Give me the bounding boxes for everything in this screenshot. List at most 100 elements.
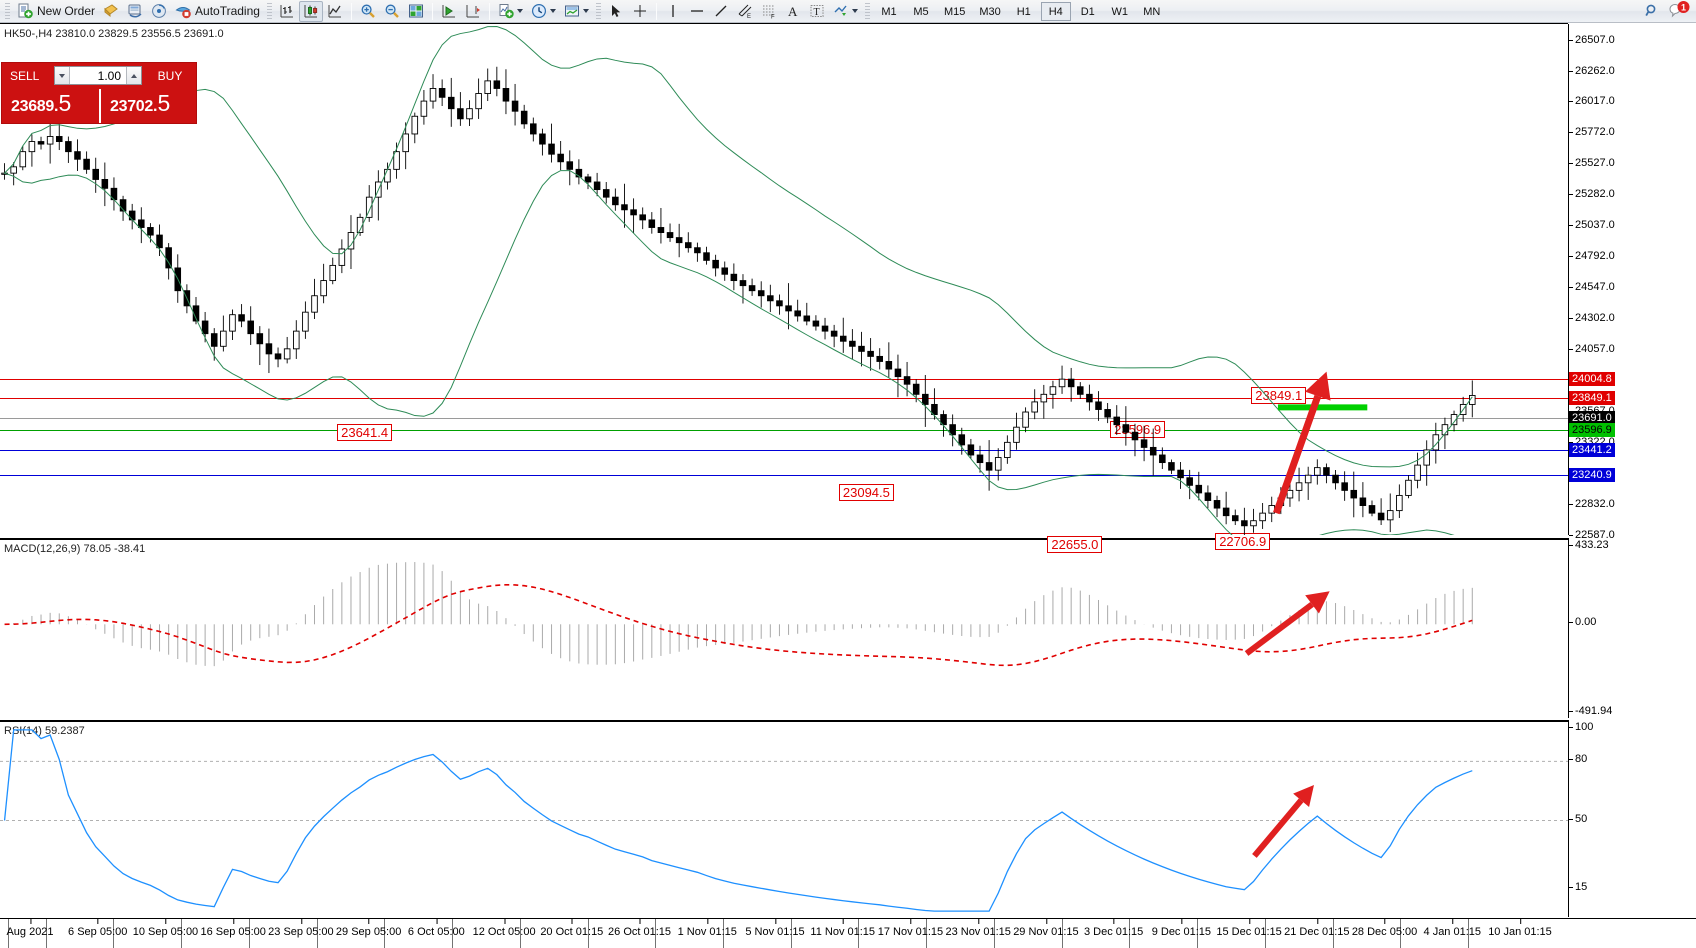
- one-click-trading-panel[interactable]: SELL 1.00 BUY 23689 . 5 23702 . 5: [1, 62, 197, 124]
- price-level-badge[interactable]: 23691.0: [1569, 411, 1615, 426]
- buy-button[interactable]: 23702 . 5: [99, 89, 196, 123]
- toolbar-grip-3[interactable]: [595, 2, 601, 20]
- timeframe-h1[interactable]: H1: [1016, 5, 1031, 18]
- shapes-caret-icon[interactable]: [851, 9, 858, 13]
- toolbar-grip-4[interactable]: [864, 2, 870, 20]
- timeframe-w1[interactable]: W1: [1111, 5, 1129, 18]
- new-order-button[interactable]: New Order: [13, 1, 99, 22]
- templates-button[interactable]: [560, 1, 593, 22]
- timeframe-m1[interactable]: M1: [881, 5, 897, 18]
- horizontal-line-icon: [689, 3, 705, 19]
- price-level-line[interactable]: [0, 430, 1568, 432]
- chart-annotation-label[interactable]: 23094.5: [838, 483, 894, 501]
- chart-annotation-label[interactable]: 23596.9: [1110, 420, 1166, 438]
- timeframe-m15[interactable]: M15: [943, 5, 966, 18]
- time-tick-separator: [1264, 919, 1266, 948]
- time-tick-separator: [1129, 919, 1131, 948]
- alerts-icon[interactable]: 1: [1668, 1, 1690, 21]
- timeframe-mn[interactable]: MN: [1143, 5, 1161, 18]
- rsi-axis[interactable]: 100 80 50 15: [1568, 720, 1696, 917]
- time-tick-separator: [723, 919, 724, 948]
- volume-stepper[interactable]: 1.00: [54, 66, 142, 85]
- data-window-icon: [103, 3, 119, 19]
- line-chart-button[interactable]: [323, 1, 347, 22]
- fibonacci-button[interactable]: F: [757, 1, 781, 22]
- navigator-button[interactable]: [147, 1, 171, 22]
- toolbar-grip[interactable]: [5, 2, 10, 20]
- price-level-line[interactable]: [0, 378, 1568, 380]
- sell-price-fraction: 5: [58, 90, 72, 116]
- cursor-button[interactable]: [604, 1, 628, 22]
- search-icon[interactable]: [1644, 3, 1660, 19]
- price-level-badge[interactable]: 23441.2: [1569, 443, 1615, 458]
- bar-chart-button[interactable]: [275, 1, 299, 22]
- text-button[interactable]: A: [781, 1, 805, 22]
- macd-tick: -491.94: [1568, 705, 1613, 717]
- macd-legend: MACD(12,26,9) 78.05 -38.41: [4, 543, 146, 555]
- periods-caret-icon[interactable]: [549, 9, 556, 13]
- rsi-panel[interactable]: RSI(14) 59.2387: [0, 720, 1568, 917]
- time-axis[interactable]: Aug 2021 6 Sep 05:00 10 Sep 05:00 16 Sep 05…: [0, 918, 1696, 948]
- new-order-icon: [17, 3, 33, 19]
- price-level-badge[interactable]: 23849.1: [1569, 391, 1615, 406]
- time-tick: 16 Sep 05:00: [200, 918, 266, 938]
- vertical-line-button[interactable]: [661, 1, 685, 22]
- auto-scroll-button[interactable]: [437, 1, 461, 22]
- svg-text:F: F: [771, 15, 775, 20]
- chart-annotation-label[interactable]: 23641.4: [337, 424, 393, 442]
- tile-windows-button[interactable]: [404, 1, 428, 22]
- indicators-caret-icon[interactable]: [516, 9, 523, 13]
- time-tick: 11 Nov 01:15: [810, 918, 876, 938]
- horizontal-line-button[interactable]: [685, 1, 709, 22]
- volume-increase-button[interactable]: [126, 67, 141, 84]
- zoom-in-button[interactable]: [356, 1, 380, 22]
- chart-annotation-label[interactable]: 22655.0: [1047, 535, 1103, 553]
- candlestick-chart-icon: [303, 3, 319, 19]
- price-level-badge[interactable]: 23596.9: [1569, 423, 1615, 438]
- autotrading-button[interactable]: AutoTrading: [171, 1, 264, 22]
- macd-panel[interactable]: MACD(12,26,9) 78.05 -38.41: [0, 538, 1568, 718]
- equidistant-channel-button[interactable]: E: [733, 1, 757, 22]
- crosshair-button[interactable]: [628, 1, 652, 22]
- buy-label: BUY: [157, 69, 183, 83]
- chart-annotation-label[interactable]: 22706.9: [1215, 533, 1271, 551]
- price-level-badge[interactable]: 24004.8: [1569, 371, 1615, 386]
- time-tick: 23 Nov 01:15: [945, 918, 1011, 938]
- sell-button[interactable]: 23689 . 5: [2, 89, 99, 123]
- time-tick-separator: [452, 919, 454, 948]
- price-level-line[interactable]: [0, 450, 1568, 452]
- zoom-out-button[interactable]: [380, 1, 404, 22]
- periods-button[interactable]: [527, 1, 560, 22]
- price-level-line[interactable]: [0, 475, 1568, 477]
- timeframe-h4[interactable]: H4: [1040, 1, 1071, 21]
- chart-annotation-label[interactable]: 23849.1: [1251, 386, 1307, 404]
- volume-decrease-button[interactable]: [55, 67, 70, 84]
- price-level-line[interactable]: [0, 418, 1568, 420]
- price-axis[interactable]: 26507.0 26262.0 26017.0 25772.0 25527.0 25282…: [1568, 24, 1696, 541]
- timeframe-m30[interactable]: M30: [979, 5, 1001, 18]
- volume-value[interactable]: 1.00: [97, 68, 121, 83]
- chart-area[interactable]: HK50-,H4 23810.0 23829.5 23556.5 23691.0…: [0, 23, 1696, 948]
- chart-symbol-legend: HK50-,H4 23810.0 23829.5 23556.5 23691.0: [4, 28, 224, 40]
- templates-caret-icon[interactable]: [582, 9, 589, 13]
- crosshair-icon: [632, 3, 648, 19]
- timeframe-d1[interactable]: D1: [1080, 5, 1095, 18]
- price-level-line[interactable]: [0, 398, 1568, 400]
- timeframe-m5[interactable]: M5: [913, 5, 929, 18]
- price-tick: 25772.0: [1569, 126, 1615, 139]
- rsi-tick: 50: [1568, 812, 1588, 825]
- data-window-button[interactable]: [99, 1, 123, 22]
- macd-axis[interactable]: 433.23 0.00 -491.94: [1568, 538, 1696, 718]
- price-chart-panel[interactable]: HK50-,H4 23810.0 23829.5 23556.5 23691.0: [0, 24, 1568, 535]
- price-level-badge[interactable]: 23240.9: [1569, 468, 1615, 483]
- strategy-tester-button[interactable]: [123, 1, 147, 22]
- chart-shift-button[interactable]: [461, 1, 485, 22]
- indicators-button[interactable]: [494, 1, 527, 22]
- text-label-button[interactable]: T: [805, 1, 829, 22]
- trendline-button[interactable]: [709, 1, 733, 22]
- shapes-button[interactable]: [829, 1, 862, 22]
- candlestick-chart-button[interactable]: [298, 0, 323, 22]
- time-tick: 17 Nov 01:15: [877, 918, 944, 938]
- time-tick-separator: [790, 919, 792, 948]
- toolbar-grip-2[interactable]: [266, 2, 272, 20]
